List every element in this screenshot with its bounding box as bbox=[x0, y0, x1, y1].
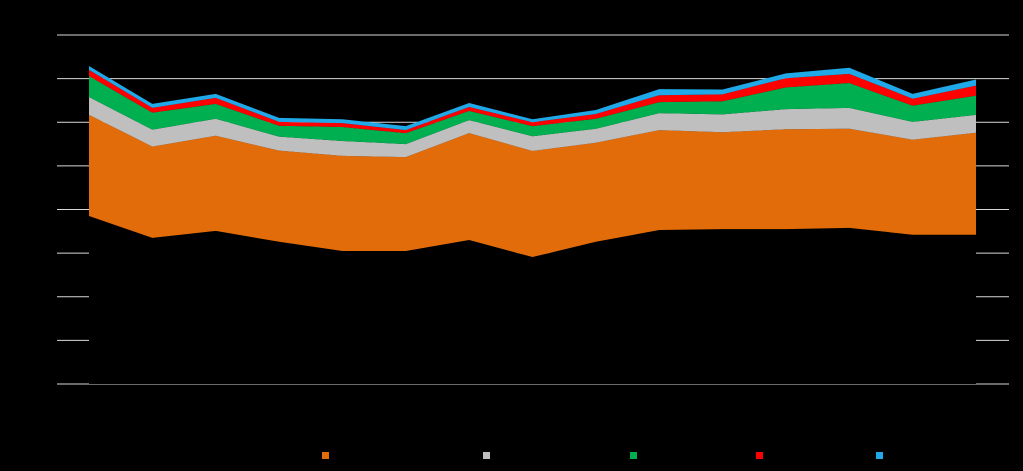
area bbox=[89, 216, 976, 384]
legend-marker bbox=[322, 452, 329, 459]
legend-marker bbox=[756, 452, 763, 459]
area bbox=[89, 96, 976, 158]
legend-marker bbox=[483, 452, 490, 459]
legend-marker bbox=[876, 452, 883, 459]
area bbox=[89, 65, 976, 131]
area bbox=[89, 114, 976, 258]
area bbox=[89, 76, 976, 145]
legend-marker bbox=[630, 452, 637, 459]
legend-marker bbox=[170, 452, 177, 459]
